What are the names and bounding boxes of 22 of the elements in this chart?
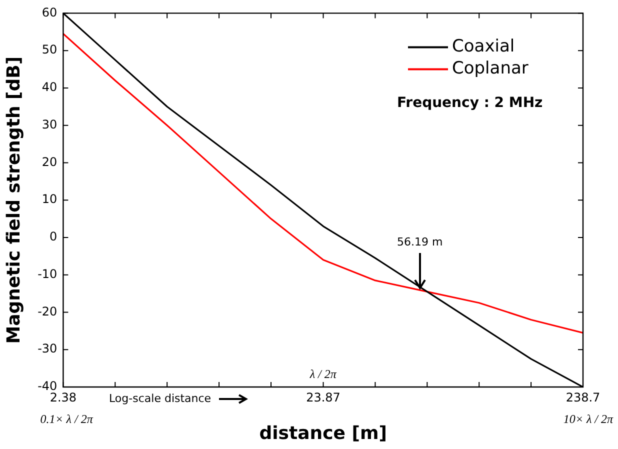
y-tick-label: -20	[38, 304, 58, 318]
x-tick-label: 238.7	[566, 390, 600, 404]
x-axis-title: distance [m]	[259, 422, 387, 444]
y-tick-label: -30	[38, 342, 58, 356]
text: 10× λ / 2π	[563, 412, 614, 426]
y-tick-label: -10	[38, 266, 58, 281]
y-axis-title: Magnetic field strength [dB]	[3, 56, 24, 344]
y-tick-label: 0	[50, 230, 58, 244]
y-tick-label: 20	[42, 154, 58, 169]
y-tick-label: 60	[42, 5, 58, 20]
y-tick-label: 10	[42, 192, 58, 206]
y-tick-label: 40	[42, 80, 58, 94]
y-tick-label: 30	[42, 117, 58, 132]
text: Log-scale distance	[109, 392, 212, 405]
annotation: 56.19 m	[396, 236, 443, 249]
annotation: λ / 2π	[308, 367, 338, 382]
legend-label: Coaxial	[452, 36, 515, 57]
y-tick-label: 50	[42, 42, 58, 57]
legend-label: Coplanar	[452, 58, 528, 79]
x-tick-label: 23.87	[306, 390, 340, 404]
text: 0.1× λ / 2π	[40, 412, 94, 426]
annotation: Frequency : 2 MHz	[397, 94, 543, 111]
